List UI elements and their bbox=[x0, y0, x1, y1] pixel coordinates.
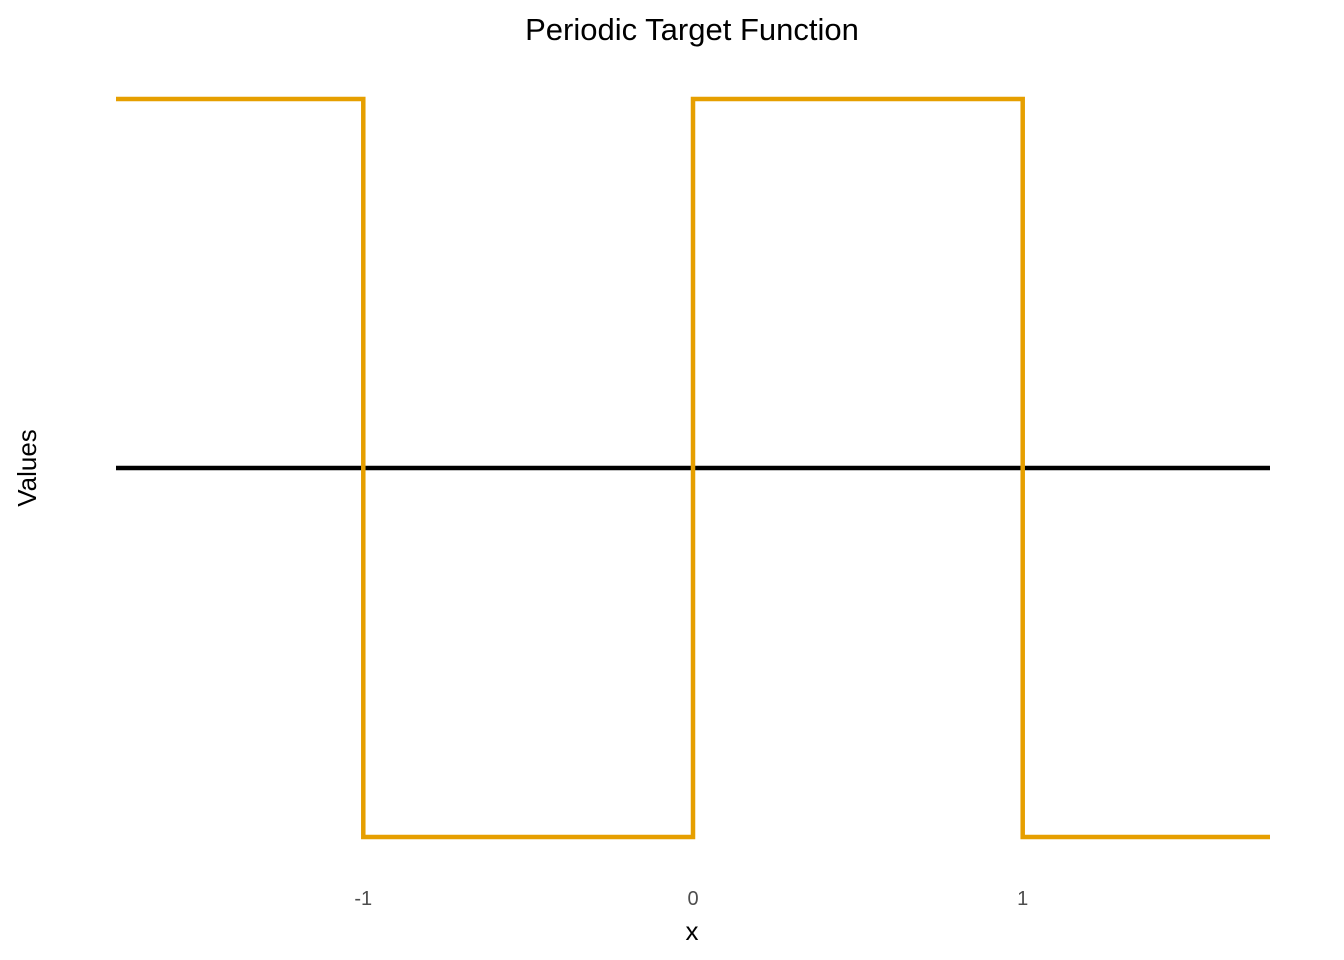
x-axis-label: x bbox=[686, 916, 699, 946]
x-tick-label: 0 bbox=[687, 888, 698, 910]
y-axis-label: Values bbox=[12, 429, 42, 507]
x-tick-label: -1 bbox=[354, 888, 372, 910]
x-tick-layer: -1 0 1 bbox=[354, 888, 1028, 910]
square-wave-line bbox=[116, 96, 1270, 840]
x-tick-label: 1 bbox=[1017, 888, 1028, 910]
series-layer bbox=[116, 96, 1270, 840]
chart-title: Periodic Target Function bbox=[525, 12, 859, 47]
